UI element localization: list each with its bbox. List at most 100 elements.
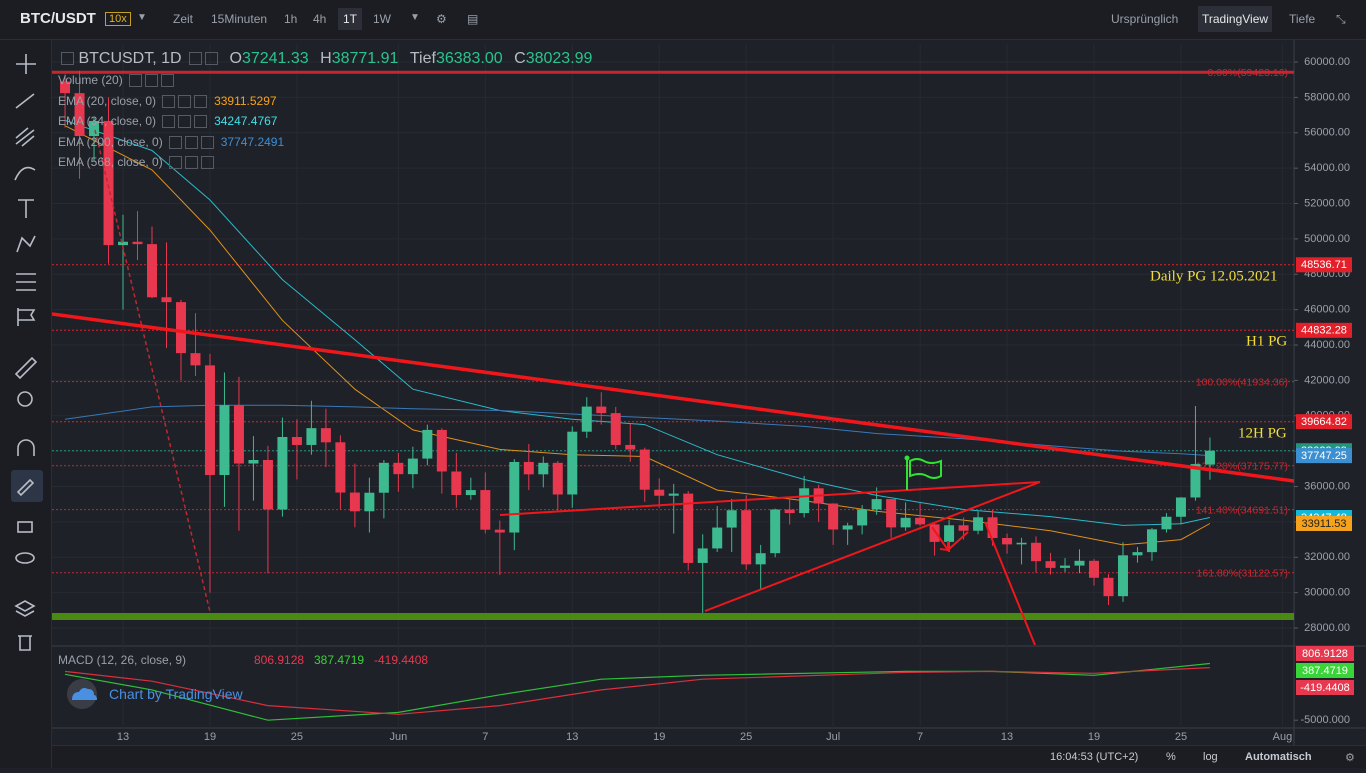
macd-line bbox=[64, 662, 1210, 721]
candle-body bbox=[103, 120, 114, 246]
icon-box[interactable] bbox=[194, 115, 208, 129]
price-tag-label: 33911.53 bbox=[1301, 518, 1346, 530]
layers-tool[interactable] bbox=[14, 600, 36, 617]
candle-body bbox=[146, 244, 157, 298]
collapse-icon[interactable]: ⤡ bbox=[1336, 12, 1346, 26]
icon-box[interactable] bbox=[162, 95, 176, 109]
interval[interactable]: 1h bbox=[284, 12, 298, 26]
more-intervals[interactable]: ▼ bbox=[410, 12, 420, 23]
candle-body bbox=[407, 458, 418, 475]
interval[interactable]: 1W bbox=[373, 12, 391, 26]
candle-body bbox=[857, 509, 868, 526]
ema-line bbox=[64, 404, 1210, 457]
pattern-tool[interactable] bbox=[16, 235, 36, 253]
indicator-name: Volume (20) bbox=[58, 73, 123, 87]
price-tag-label: 44832.28 bbox=[1301, 325, 1347, 337]
percent-toggle[interactable]: % bbox=[1166, 751, 1176, 763]
text-tool[interactable] bbox=[18, 199, 34, 218]
trend-line bbox=[94, 129, 211, 613]
icon-box[interactable] bbox=[185, 156, 199, 170]
crosshair-tool[interactable] bbox=[16, 54, 36, 74]
icon-box[interactable] bbox=[169, 136, 183, 150]
brush-tool[interactable] bbox=[14, 166, 36, 181]
trash-tool[interactable] bbox=[18, 635, 32, 651]
candle-body bbox=[1190, 464, 1201, 498]
interval[interactable]: 4h bbox=[313, 12, 327, 26]
trend-line bbox=[704, 481, 1041, 612]
indicators-icon[interactable]: ▤ bbox=[467, 12, 479, 26]
active-tool[interactable] bbox=[11, 470, 43, 502]
candle-body bbox=[132, 241, 143, 245]
candle-body bbox=[233, 405, 244, 464]
ruler-tool[interactable] bbox=[14, 356, 38, 380]
icon-box[interactable] bbox=[201, 156, 215, 170]
levels: 0.00%(59423.16)100.00%(41934.36)127.20%(… bbox=[52, 67, 1294, 580]
view-tab[interactable]: Ursprünglich bbox=[1111, 12, 1179, 26]
icon-box[interactable] bbox=[129, 74, 143, 88]
icon-box[interactable] bbox=[161, 74, 175, 88]
macd-tag-label: -419.4408 bbox=[1300, 682, 1350, 694]
x-tick-label: 19 bbox=[653, 731, 665, 743]
ohlc-label: H bbox=[320, 50, 332, 67]
icon-box[interactable] bbox=[145, 74, 159, 88]
plot-background bbox=[52, 40, 1294, 745]
prediction-tool[interactable] bbox=[16, 273, 36, 291]
dropdown-arrow[interactable]: ▼ bbox=[137, 12, 147, 23]
annotation: H1 PG bbox=[1246, 333, 1287, 349]
macd-tag bbox=[1296, 663, 1354, 678]
icon-box[interactable] bbox=[169, 156, 183, 170]
fib-label: 161.80%(31122.57) bbox=[1197, 568, 1288, 580]
candle-body bbox=[784, 509, 795, 514]
fib-tool[interactable] bbox=[15, 127, 35, 147]
icon-box[interactable] bbox=[194, 95, 208, 109]
view-tab[interactable]: Tiefe bbox=[1289, 12, 1316, 26]
candle-body bbox=[219, 405, 230, 476]
macd-tag-label: 387.4719 bbox=[1302, 665, 1348, 677]
candle-body bbox=[1045, 561, 1056, 568]
candle-body bbox=[639, 449, 650, 490]
icon-box[interactable] bbox=[178, 95, 192, 109]
interval[interactable]: 1T bbox=[338, 8, 363, 30]
macd-title: MACD (12, 26, close, 9) bbox=[58, 653, 186, 667]
log-toggle[interactable]: log bbox=[1203, 751, 1218, 763]
leverage[interactable]: 10x bbox=[105, 12, 131, 26]
settings-icon[interactable]: ⚙ bbox=[1345, 752, 1355, 764]
interval[interactable]: 15Minuten bbox=[211, 12, 268, 26]
magnet-tool[interactable] bbox=[17, 439, 35, 456]
candle-body bbox=[726, 510, 737, 528]
icon-box[interactable] bbox=[162, 115, 176, 129]
candle-body bbox=[161, 297, 172, 303]
legend-checkbox[interactable] bbox=[61, 52, 74, 66]
icon-box[interactable] bbox=[201, 136, 215, 150]
price-tag bbox=[1296, 257, 1352, 273]
icon-box[interactable] bbox=[178, 115, 192, 129]
lock-tool[interactable] bbox=[17, 521, 33, 533]
candle-body bbox=[1175, 497, 1186, 517]
candle-body bbox=[1016, 542, 1027, 545]
zoom-tool[interactable] bbox=[17, 391, 33, 407]
icon-box[interactable] bbox=[189, 52, 203, 66]
indicator-name: EMA (34, close, 0) bbox=[58, 114, 157, 128]
candle-body bbox=[944, 525, 955, 542]
symbol[interactable]: BTC/USDT bbox=[20, 10, 96, 27]
fib-label: 141.40%(34691.51) bbox=[1196, 504, 1288, 516]
candle-body bbox=[1074, 560, 1085, 566]
icon-box[interactable] bbox=[185, 136, 199, 150]
visibility-tool[interactable] bbox=[15, 552, 35, 564]
interval[interactable]: Zeit bbox=[173, 12, 194, 26]
candle-body bbox=[610, 413, 621, 445]
lock-draw-tool[interactable] bbox=[16, 478, 35, 497]
candle-body bbox=[1117, 555, 1128, 597]
settings-icon[interactable]: ⚙ bbox=[436, 12, 447, 26]
view-tab[interactable]: TradingView bbox=[1198, 6, 1273, 32]
line-tool[interactable] bbox=[15, 93, 35, 109]
price-tag bbox=[1296, 322, 1352, 338]
candle-body bbox=[799, 488, 810, 514]
auto-toggle[interactable]: Automatisch bbox=[1245, 751, 1312, 763]
icon-box[interactable] bbox=[205, 52, 219, 66]
flag-tool[interactable] bbox=[17, 308, 36, 326]
watermark[interactable]: Chart by TradingView bbox=[109, 686, 243, 702]
candle-body bbox=[291, 437, 302, 445]
candle-body bbox=[248, 459, 259, 464]
